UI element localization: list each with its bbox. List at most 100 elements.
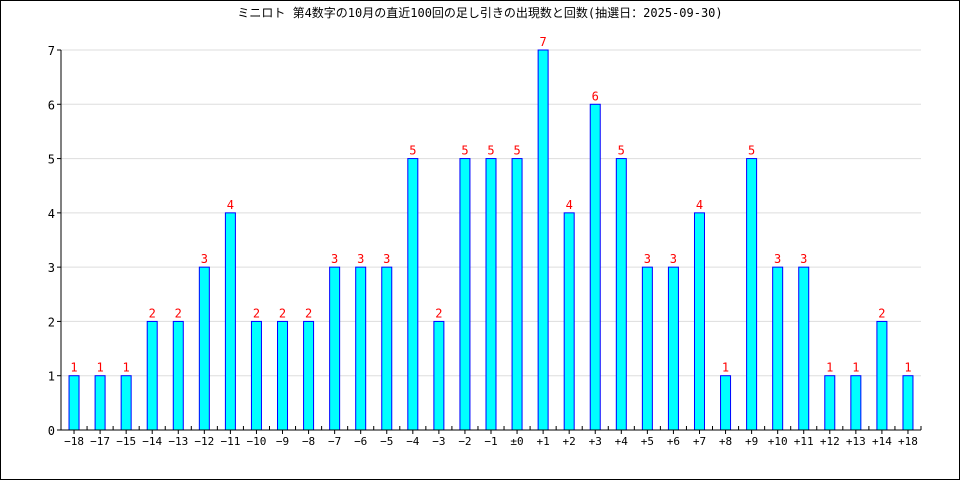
bar <box>667 266 679 431</box>
y-tick-label: 4 <box>48 207 55 221</box>
bar <box>120 375 132 431</box>
bar <box>303 320 315 431</box>
x-tick-label: −13 <box>168 435 188 448</box>
data-label: 2 <box>149 306 156 320</box>
x-tick-label: −6 <box>354 435 367 448</box>
data-label: 2 <box>175 306 182 320</box>
bar <box>772 266 784 431</box>
data-label: 3 <box>201 252 208 266</box>
bar <box>824 375 836 431</box>
data-label: 1 <box>70 361 77 375</box>
x-tick-label: −8 <box>302 435 315 448</box>
x-tick-label: +13 <box>846 435 866 448</box>
x-tick-label: +9 <box>745 435 758 448</box>
data-label: 3 <box>383 252 390 266</box>
data-label: 2 <box>253 306 260 320</box>
bar <box>433 320 445 431</box>
data-label: 1 <box>96 361 103 375</box>
data-label: 2 <box>279 306 286 320</box>
data-label: 2 <box>305 306 312 320</box>
data-label: 3 <box>774 252 781 266</box>
x-tick-label: −18 <box>64 435 84 448</box>
data-label: 3 <box>331 252 338 266</box>
x-tick-label: +3 <box>589 435 602 448</box>
data-label: 1 <box>826 361 833 375</box>
bar <box>537 49 549 431</box>
bar <box>329 266 341 431</box>
bar <box>798 266 810 431</box>
data-label: 4 <box>566 198 573 212</box>
x-tick-label: −12 <box>194 435 214 448</box>
bar <box>615 158 627 431</box>
data-label: 2 <box>435 306 442 320</box>
bar <box>94 375 106 431</box>
bar <box>693 212 705 431</box>
data-label: 6 <box>592 89 599 103</box>
y-tick-label: 5 <box>48 153 55 167</box>
data-label: 1 <box>123 361 130 375</box>
y-tick-label: 0 <box>48 424 55 438</box>
bar <box>198 266 210 431</box>
x-tick-label: −3 <box>432 435 445 448</box>
x-tick-label: +12 <box>820 435 840 448</box>
bar <box>146 320 158 431</box>
y-tick-label: 3 <box>48 261 55 275</box>
x-tick-label: +10 <box>768 435 788 448</box>
data-label: 3 <box>800 252 807 266</box>
x-tick-label: −15 <box>116 435 136 448</box>
x-tick-label: −14 <box>142 435 162 448</box>
bar <box>407 158 419 431</box>
data-label: 1 <box>722 361 729 375</box>
x-tick-label: −4 <box>406 435 420 448</box>
data-label: 5 <box>487 144 494 158</box>
data-label: 1 <box>904 361 911 375</box>
bar <box>250 320 262 431</box>
data-label: 3 <box>644 252 651 266</box>
bar <box>381 266 393 431</box>
x-tick-label: ±0 <box>510 435 523 448</box>
chart-title: ミニロト 第4数字の10月の直近100回の足し引きの出現数と回数(抽選日：202… <box>237 5 722 20</box>
bar <box>277 320 289 431</box>
bar <box>563 212 575 431</box>
data-label: 2 <box>878 306 885 320</box>
data-label: 5 <box>618 144 625 158</box>
bar <box>589 103 601 431</box>
x-tick-label: +4 <box>615 435 629 448</box>
x-tick-label: +6 <box>667 435 680 448</box>
x-tick-label: −17 <box>90 435 110 448</box>
x-tick-label: −5 <box>380 435 393 448</box>
data-label: 5 <box>748 144 755 158</box>
bar <box>68 375 80 431</box>
bar <box>224 212 236 431</box>
x-tick-label: −7 <box>328 435 341 448</box>
data-label: 3 <box>670 252 677 266</box>
x-tick-label: −9 <box>276 435 289 448</box>
bar <box>720 375 732 431</box>
x-tick-label: +7 <box>693 435 706 448</box>
data-label: 4 <box>696 198 703 212</box>
bar <box>850 375 862 431</box>
bar <box>485 158 497 431</box>
x-tick-label: −10 <box>247 435 267 448</box>
bar <box>355 266 367 431</box>
x-tick-label: +8 <box>719 435 732 448</box>
bar <box>172 320 184 431</box>
bar <box>459 158 471 431</box>
x-tick-label: +18 <box>898 435 918 448</box>
x-tick-label: +14 <box>872 435 892 448</box>
data-label: 7 <box>540 35 547 49</box>
data-label: 1 <box>852 361 859 375</box>
y-tick-label: 6 <box>48 98 55 112</box>
data-label: 3 <box>357 252 364 266</box>
x-tick-label: −2 <box>458 435 471 448</box>
bar <box>641 266 653 431</box>
x-tick-label: +2 <box>563 435 576 448</box>
data-label: 5 <box>513 144 520 158</box>
bar <box>902 375 914 431</box>
data-label: 4 <box>227 198 234 212</box>
x-tick-label: +1 <box>536 435 549 448</box>
x-tick-label: −11 <box>220 435 240 448</box>
bar <box>876 320 888 431</box>
